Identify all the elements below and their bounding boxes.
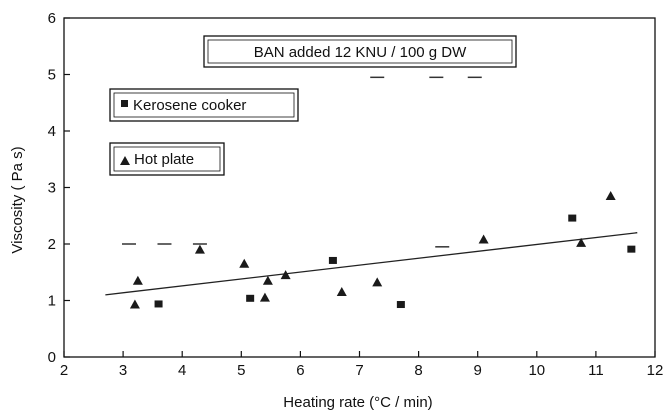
x-tick-label: 6 [296, 362, 304, 379]
x-tick-label: 7 [355, 362, 363, 379]
x-tick-label: 12 [647, 362, 664, 379]
x-axis-label: Heating rate (°C / min) [283, 394, 432, 411]
x-tick-label: 10 [528, 362, 545, 379]
x-tick-label: 9 [474, 362, 482, 379]
legend-label-kerosene: Kerosene cooker [133, 97, 246, 114]
hotplate-point [132, 275, 143, 285]
y-tick-label: 2 [48, 236, 56, 253]
hotplate-point [194, 244, 205, 254]
y-tick-label: 1 [48, 293, 56, 310]
y-tick-label: 0 [48, 349, 56, 366]
kerosene-point [396, 301, 405, 309]
legend-label-hotplate: Hot plate [134, 151, 194, 168]
legend-hotplate: Hot plate [109, 142, 225, 176]
hotplate-point [280, 270, 291, 280]
y-tick-label: 5 [48, 67, 56, 84]
kerosene-point [627, 245, 636, 253]
kerosene-point [154, 300, 163, 308]
hotplate-point [576, 237, 587, 247]
title-box: BAN added 12 KNU / 100 g DW [203, 35, 517, 68]
hotplate-point [605, 190, 616, 200]
x-tick-label: 4 [178, 362, 186, 379]
kerosene-point [568, 214, 577, 222]
y-tick-label: 6 [48, 10, 56, 27]
y-axis-label: Viscosity ( Pa s) [9, 146, 26, 253]
kerosene-point [328, 256, 337, 264]
hotplate-point [336, 287, 347, 297]
x-tick-label: 5 [237, 362, 245, 379]
x-tick-label: 2 [60, 362, 68, 379]
y-tick-label: 3 [48, 180, 56, 197]
y-tick-label: 4 [48, 123, 56, 140]
hotplate-point [239, 258, 250, 268]
hotplate-point [129, 299, 140, 309]
kerosene-point [246, 294, 255, 302]
legend-square-marker [121, 100, 128, 107]
hotplate-point [478, 234, 489, 244]
legend-triangle-marker [120, 156, 130, 165]
x-tick-label: 8 [414, 362, 422, 379]
x-tick-label: 11 [588, 362, 604, 379]
artifact-dashes [122, 76, 482, 248]
data-points [129, 190, 636, 309]
hotplate-point [259, 292, 270, 302]
trendline [105, 232, 638, 296]
legend-kerosene: Kerosene cooker [109, 88, 299, 122]
x-tick-label: 3 [119, 362, 127, 379]
hotplate-point [372, 277, 383, 287]
chart-title: BAN added 12 KNU / 100 g DW [254, 44, 467, 61]
hotplate-point [262, 275, 273, 285]
